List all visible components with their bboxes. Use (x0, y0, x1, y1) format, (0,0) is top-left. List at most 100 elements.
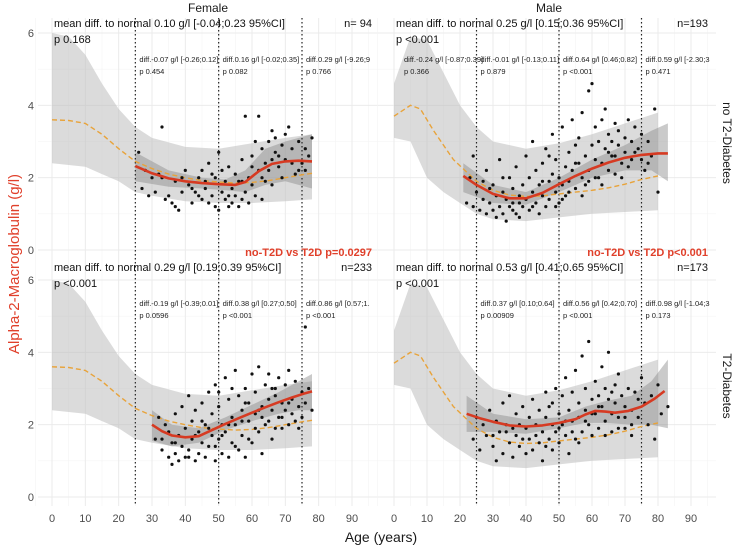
data-point (137, 150, 141, 154)
data-point (603, 107, 607, 111)
x-tick-label: 50 (553, 513, 565, 525)
data-point (207, 390, 211, 394)
data-point (544, 444, 548, 448)
data-point (293, 419, 297, 423)
data-point (613, 172, 617, 176)
data-point (537, 441, 541, 445)
data-point (557, 426, 561, 430)
data-point (557, 201, 561, 205)
fit-line (134, 159, 313, 187)
data-point (303, 325, 307, 329)
data-point (280, 426, 284, 430)
data-point (564, 376, 568, 380)
compare-p-label: no-T2D vs T2D p<0.001 (587, 247, 708, 259)
data-point (230, 201, 234, 205)
data-point (223, 179, 227, 183)
data-point (250, 441, 254, 445)
data-point (277, 165, 281, 169)
data-point (583, 154, 588, 158)
data-point (277, 154, 281, 158)
p-value-label: p <0.001 (396, 278, 439, 290)
data-point (656, 190, 660, 194)
data-point (557, 412, 561, 416)
bin-diff-label: diff.0.29 g/l [-9.26;9 (306, 55, 370, 64)
data-point (471, 205, 475, 209)
data-point (303, 401, 307, 405)
p-value-label: p 0.168 (54, 34, 91, 46)
x-tick-label: 0 (49, 513, 55, 525)
data-point (273, 426, 277, 430)
panel-female-T2D: mean diff. to normal 0.29 g/l [0.19;0.39… (28, 262, 380, 525)
data-point (280, 176, 284, 180)
data-point (620, 161, 624, 165)
data-point (597, 176, 601, 180)
data-point (653, 107, 657, 111)
col-strip-male: Male (536, 1, 562, 15)
fit-band (152, 374, 312, 447)
data-point (230, 386, 234, 391)
data-point (484, 433, 488, 438)
mean-diff-label: mean diff. to normal 0.29 g/l [0.19;0.39… (54, 262, 281, 274)
data-point (593, 379, 597, 383)
bin-p-label: p 0.366 (404, 67, 429, 76)
data-point (267, 139, 271, 144)
data-point (547, 154, 551, 158)
data-point (514, 212, 518, 216)
y-tick-label: 6 (28, 275, 34, 287)
data-point (217, 208, 221, 212)
data-point (587, 179, 591, 183)
data-point (554, 386, 558, 391)
data-point (613, 154, 617, 158)
data-point (170, 441, 174, 445)
data-point (633, 390, 637, 394)
data-point (263, 423, 267, 427)
data-point (583, 386, 588, 391)
data-point (606, 150, 611, 154)
data-point (534, 433, 538, 438)
data-point (527, 176, 531, 180)
data-point (514, 433, 518, 438)
row-strip-no-t2d: no T2-Diabetes (720, 102, 734, 184)
data-point (620, 176, 624, 180)
data-point (283, 408, 287, 412)
data-point (237, 394, 241, 398)
data-point (280, 143, 284, 147)
x-tick-label: 90 (685, 513, 697, 525)
data-point (507, 205, 512, 209)
data-point (283, 132, 287, 136)
data-point (170, 201, 174, 205)
data-point (253, 139, 257, 144)
data-point (501, 401, 505, 405)
data-point (273, 386, 277, 391)
x-tick-label: 40 (520, 513, 532, 525)
data-point (547, 179, 551, 183)
data-point (517, 444, 522, 448)
data-point (606, 350, 611, 354)
data-point (163, 423, 167, 427)
data-point (491, 433, 495, 438)
data-point (630, 139, 634, 144)
data-point (180, 444, 184, 448)
data-point (213, 444, 217, 448)
data-point (610, 430, 614, 434)
data-point (564, 433, 568, 438)
data-point (580, 176, 584, 180)
y-tick-label: 0 (28, 245, 34, 257)
data-point (600, 365, 604, 369)
data-point (504, 219, 508, 223)
data-point (253, 390, 257, 394)
data-point (153, 437, 157, 441)
data-point (646, 139, 650, 144)
data-point (213, 383, 217, 387)
data-point (603, 147, 607, 151)
data-point (554, 205, 558, 209)
bin-diff-label: diff.0.64 g/l [0.46;0.82] (563, 55, 637, 64)
y-tick-label: 6 (28, 28, 34, 40)
data-point (646, 423, 650, 427)
data-point (307, 154, 311, 158)
data-point (567, 190, 571, 194)
data-point (517, 215, 522, 219)
data-point (593, 125, 597, 129)
data-point (567, 408, 571, 412)
